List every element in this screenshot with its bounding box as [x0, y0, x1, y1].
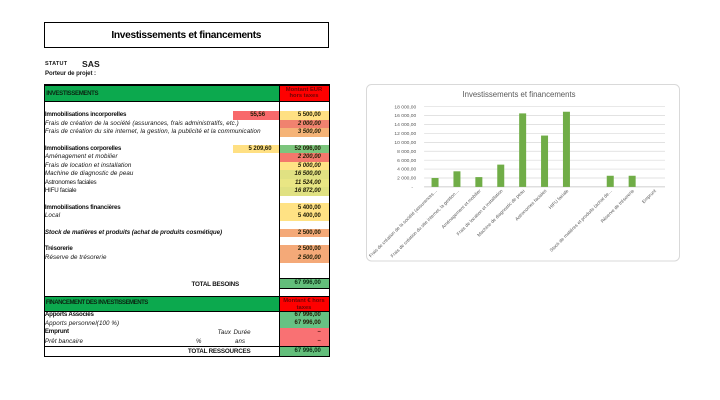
svg-text:2 000,00: 2 000,00 [397, 175, 416, 181]
svg-text:16 000,00: 16 000,00 [394, 113, 416, 119]
svg-text:12 000,00: 12 000,00 [394, 131, 416, 137]
svg-text:-: - [411, 185, 413, 190]
svg-text:18 000,00: 18 000,00 [394, 104, 416, 110]
svg-text:Investissements et financement: Investissements et financements [462, 90, 575, 99]
svg-text:14 000,00: 14 000,00 [394, 122, 416, 128]
svg-text:6 000,00: 6 000,00 [397, 157, 416, 163]
svg-text:10 000,00: 10 000,00 [394, 139, 416, 145]
svg-text:8 000,00: 8 000,00 [397, 148, 416, 154]
svg-text:4 000,00: 4 000,00 [397, 166, 416, 172]
